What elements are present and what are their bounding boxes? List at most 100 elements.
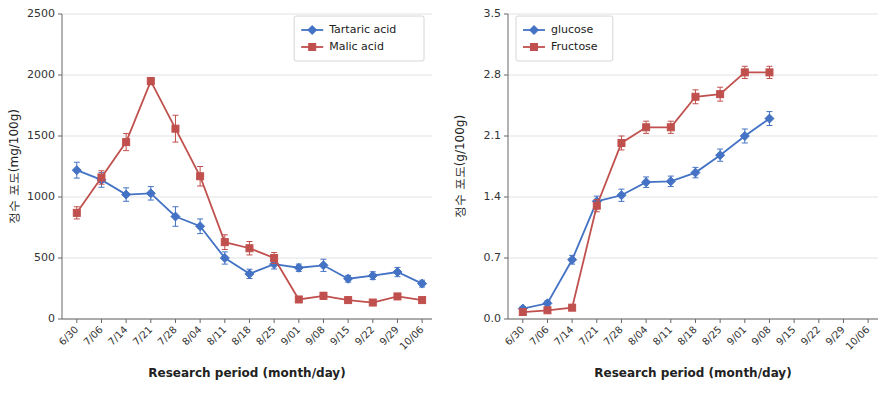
data-point	[691, 168, 700, 177]
y-tick	[504, 197, 508, 198]
x-tick-label: 10/06	[844, 324, 872, 352]
data-point	[643, 124, 650, 131]
y-tick	[58, 319, 62, 320]
data-point	[220, 254, 229, 263]
x-tick-label: 9/01	[279, 324, 303, 348]
data-point	[196, 222, 205, 231]
x-tick	[126, 319, 127, 323]
x-tick	[175, 319, 176, 323]
x-tick-label: 7/21	[131, 324, 155, 348]
data-point	[667, 124, 674, 131]
data-point	[418, 279, 427, 288]
data-point	[171, 212, 180, 221]
data-point	[123, 139, 130, 146]
error-bar	[271, 253, 277, 264]
y-tick-label: 2.8	[484, 68, 502, 81]
error-bar	[197, 167, 203, 187]
error-bar	[742, 66, 748, 78]
x-tick	[695, 319, 696, 323]
x-tick	[224, 319, 225, 323]
y-tick	[504, 319, 508, 320]
error-bar	[172, 115, 178, 142]
data-point	[593, 202, 600, 209]
x-tick	[596, 319, 597, 323]
error-bar	[668, 121, 674, 133]
legend-marker	[530, 26, 539, 35]
x-tick	[422, 319, 423, 323]
y-tick-label: 0.7	[484, 251, 502, 264]
y-tick	[58, 14, 62, 15]
y-tick-label: 500	[34, 251, 55, 264]
data-point	[765, 114, 774, 123]
x-axis-label: Research period (month/day)	[148, 366, 345, 380]
y-tick	[504, 75, 508, 76]
y-tick	[58, 258, 62, 259]
x-tick	[249, 319, 250, 323]
x-tick-label: 7/21	[577, 324, 601, 348]
panel: 0.00.71.42.12.83.56/307/067/147/217/288/…	[453, 7, 879, 380]
x-tick	[720, 319, 721, 323]
data-point	[98, 174, 105, 181]
x-tick	[397, 319, 398, 323]
data-point	[666, 177, 675, 186]
y-tick	[504, 14, 508, 15]
legend-frame	[294, 16, 424, 61]
panel: 050010001500200025006/307/067/147/217/28…	[7, 7, 433, 380]
grid-line	[62, 197, 432, 198]
data-point	[569, 304, 576, 311]
data-point	[147, 78, 154, 85]
x-tick	[522, 319, 523, 323]
data-point	[740, 132, 749, 141]
grid-line	[62, 75, 432, 76]
x-tick-label: 8/18	[229, 324, 253, 348]
x-tick	[200, 319, 201, 323]
x-tick-label: 9/08	[303, 324, 327, 348]
y-axis-label: 정수 포도(mg/100g)	[7, 109, 21, 224]
error-bar	[569, 305, 575, 310]
plot-area	[72, 77, 426, 306]
x-tick	[843, 319, 844, 323]
y-tick	[504, 258, 508, 259]
legend-marker	[531, 44, 538, 51]
data-point	[197, 173, 204, 180]
error-bar	[246, 242, 252, 255]
x-tick	[298, 319, 299, 323]
legend-frame	[516, 16, 613, 61]
x-tick-label: 8/04	[180, 324, 204, 348]
x-tick-label: 7/06	[81, 324, 105, 348]
x-tick-label: 8/11	[205, 324, 229, 348]
series	[519, 66, 773, 315]
error-bar	[320, 292, 326, 299]
x-tick	[794, 319, 795, 323]
y-tick	[58, 136, 62, 137]
data-point	[368, 271, 377, 280]
x-axis-line	[508, 319, 878, 320]
x-tick-label: 6/30	[503, 324, 527, 348]
grid-line	[508, 258, 878, 259]
error-bar	[594, 200, 600, 212]
x-tick	[150, 319, 151, 323]
data-point	[245, 269, 254, 278]
y-tick	[58, 197, 62, 198]
x-tick-label: 7/28	[601, 324, 625, 348]
series	[72, 162, 426, 288]
x-tick-label: 7/28	[155, 324, 179, 348]
x-tick-label: 8/25	[700, 324, 724, 348]
legend-label: glucose	[551, 23, 594, 36]
series-line	[77, 81, 422, 302]
error-bar	[98, 171, 104, 184]
x-tick	[868, 319, 869, 323]
data-point	[642, 178, 651, 187]
data-point	[369, 299, 376, 306]
legend-label: Malic acid	[329, 40, 384, 53]
data-point	[345, 297, 352, 304]
data-point	[741, 69, 748, 76]
x-tick-label: 8/25	[254, 324, 278, 348]
x-tick	[744, 319, 745, 323]
x-tick	[348, 319, 349, 323]
grid-line	[508, 14, 878, 15]
x-tick	[101, 319, 102, 323]
grid-line	[62, 136, 432, 137]
error-bar	[148, 77, 154, 84]
series	[518, 112, 774, 313]
